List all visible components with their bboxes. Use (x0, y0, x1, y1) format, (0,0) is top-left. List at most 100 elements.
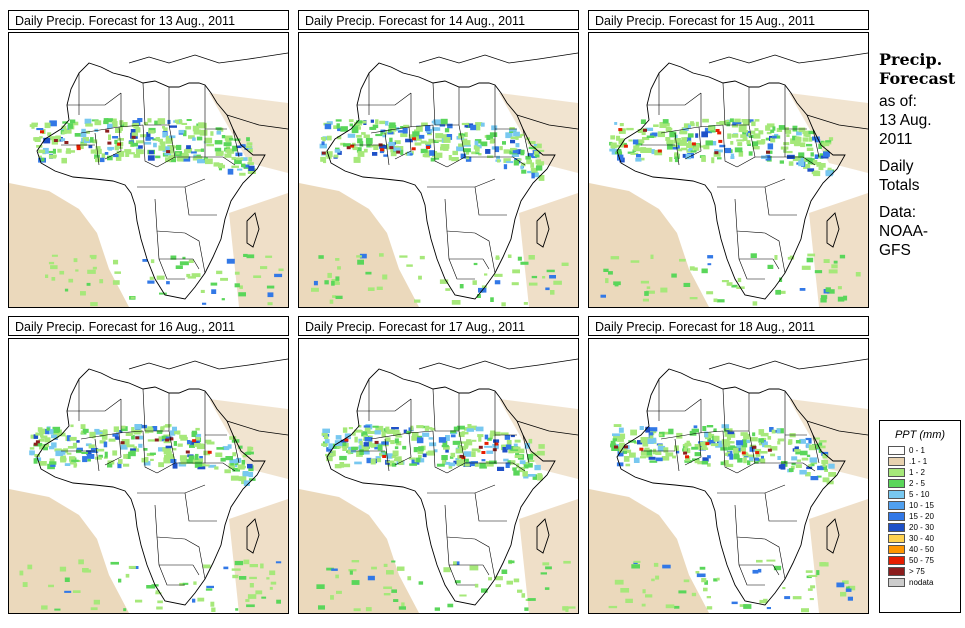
rain-cell (112, 118, 117, 123)
heavy-rain-cell (380, 148, 385, 152)
heavy-rain-cell (741, 451, 746, 455)
rain-cell (135, 599, 143, 603)
rain-cell (683, 447, 687, 452)
rain-cell (685, 153, 691, 160)
rain-cell (818, 167, 824, 171)
rain-cell (536, 161, 545, 166)
rain-cell (359, 449, 364, 455)
sahel-rain-band (321, 424, 545, 481)
rain-cell (747, 460, 751, 466)
heavy-rain-cell (169, 437, 174, 441)
rain-cell (90, 448, 99, 453)
rain-cell (78, 559, 84, 565)
totals-line-2: Totals (879, 177, 920, 194)
rain-cell (534, 464, 541, 471)
rain-cell (48, 261, 55, 265)
madagascar-coastline (826, 518, 840, 554)
forecast-panel-15-aug: Daily Precip. Forecast for 15 Aug., 2011 (588, 10, 873, 308)
rain-cell (337, 150, 342, 155)
rain-cell (353, 156, 360, 162)
rain-cell (517, 448, 525, 454)
rain-cell (342, 447, 348, 451)
rain-cell (619, 123, 624, 127)
rain-cell (80, 132, 87, 138)
rain-cell (322, 428, 330, 434)
rain-cell (501, 569, 508, 574)
rain-cell (131, 132, 138, 137)
rain-cell (701, 156, 706, 162)
legend-label: 40 - 50 (909, 545, 934, 554)
rain-cell (72, 121, 79, 126)
rain-cell (51, 442, 57, 448)
legend-row: 15 - 20 (888, 511, 960, 522)
rain-cell (762, 441, 768, 448)
rain-cell (31, 122, 38, 125)
rain-cell (367, 287, 375, 291)
rain-cell (460, 153, 467, 159)
rain-cell (464, 442, 469, 448)
legend-label: nodata (909, 578, 934, 587)
country-border (764, 232, 786, 274)
rain-cell (123, 608, 127, 612)
country-border (738, 258, 765, 280)
rain-cell (724, 147, 732, 154)
rain-cell (677, 148, 683, 152)
rain-cell (742, 137, 748, 141)
rain-cell (828, 137, 834, 141)
rain-cell (619, 442, 625, 447)
country-border (184, 538, 206, 580)
rain-cell (148, 150, 154, 155)
rain-cell (710, 130, 716, 133)
rain-cell (657, 131, 665, 138)
rain-cell (379, 120, 386, 125)
rain-cell (537, 143, 542, 149)
rain-cell (686, 142, 694, 148)
rain-cell (814, 154, 819, 159)
rain-cell (227, 444, 232, 449)
rain-cell (147, 280, 155, 284)
country-border (495, 156, 526, 166)
rain-cell (253, 275, 262, 278)
legend-label: 10 - 15 (909, 501, 934, 510)
heavy-rain-cell (165, 438, 170, 442)
rain-cell (66, 148, 71, 152)
heavy-rain-cell (683, 451, 688, 455)
ocean-drizzle-region (299, 489, 419, 613)
rain-cell (733, 448, 739, 454)
rain-cell (814, 270, 823, 274)
rain-cell (750, 253, 757, 258)
rain-cell (353, 608, 361, 612)
rain-cell (131, 142, 138, 147)
rain-cell (405, 138, 413, 143)
country-border (232, 128, 240, 158)
rain-cell (727, 445, 735, 451)
rain-cell (784, 596, 791, 600)
precip-map (298, 32, 579, 308)
southern-rain (45, 253, 284, 307)
southern-rain (600, 253, 861, 306)
rain-cell (629, 452, 636, 458)
legend-label: 50 - 75 (909, 556, 934, 565)
precip-map (298, 338, 579, 614)
rain-cell (393, 429, 400, 433)
rain-cell (228, 463, 235, 469)
rain-cell (528, 141, 536, 144)
rain-cell (186, 145, 191, 150)
rain-cell (524, 607, 529, 611)
rain-cell (334, 464, 342, 469)
rain-cell (806, 143, 813, 147)
rain-cell (143, 461, 151, 466)
rain-cell (630, 429, 637, 436)
rain-cell (82, 428, 89, 433)
ocean-drizzle-region (9, 489, 129, 613)
rain-cell (155, 155, 161, 159)
rain-cell (456, 425, 465, 430)
indian-ocean-drizzle-region (229, 193, 288, 307)
rain-cell (69, 456, 76, 462)
rain-cell (672, 455, 677, 459)
rain-cell (521, 169, 527, 174)
rain-cell (225, 139, 232, 143)
rain-cell (365, 271, 372, 275)
rain-cell (463, 144, 471, 147)
country-border (432, 82, 459, 126)
